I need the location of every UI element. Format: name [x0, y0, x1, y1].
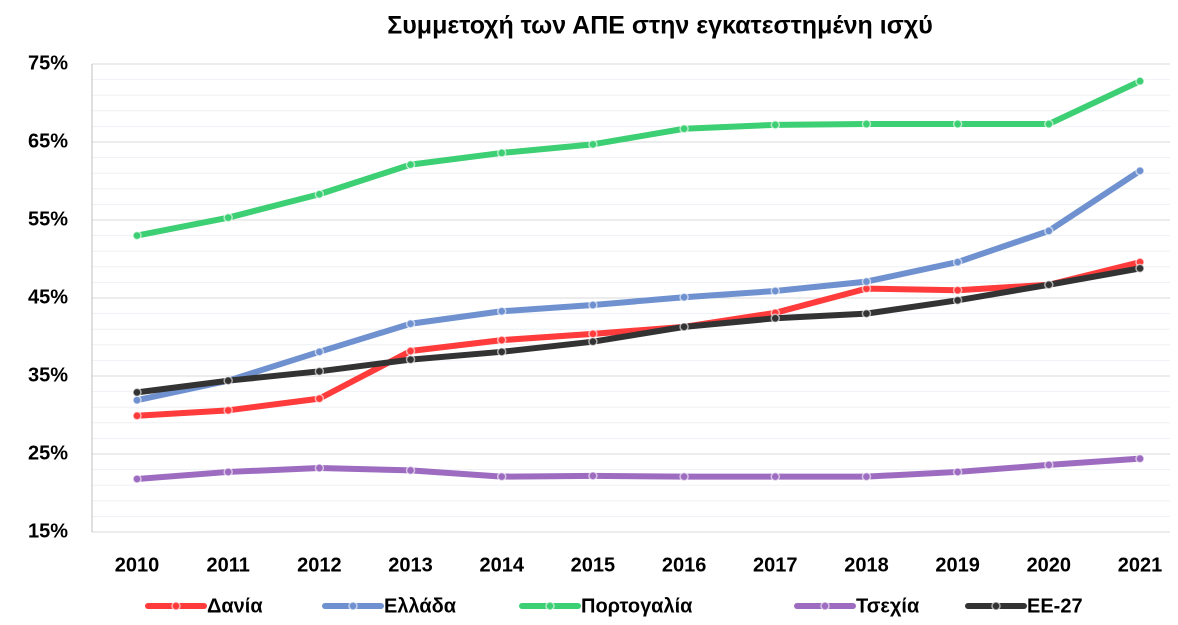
point-marker: [770, 313, 781, 324]
point-marker: [770, 286, 781, 296]
point-marker: [314, 347, 325, 357]
legend-label: Τσεχία: [856, 595, 920, 617]
series-line: [134, 167, 1143, 404]
point-marker: [861, 276, 872, 287]
y-tick-label: 35%: [28, 364, 68, 386]
point-marker: [1044, 279, 1054, 290]
legend-item: Δανία: [145, 595, 263, 617]
point-marker: [588, 300, 598, 310]
x-tick-label: 2012: [297, 554, 342, 576]
point-marker: [132, 395, 142, 405]
point-marker: [770, 471, 781, 482]
x-tick-label: 2011: [206, 554, 249, 576]
series-line: [134, 455, 1143, 482]
legend-marker: [820, 601, 830, 611]
y-tick-label: 55%: [28, 208, 68, 230]
series-line: [134, 259, 1143, 419]
point-marker: [679, 322, 689, 332]
point-marker: [861, 471, 872, 482]
point-marker: [132, 411, 142, 421]
legend-label: Δανία: [207, 595, 263, 617]
point-marker: [132, 387, 142, 398]
x-tick-label: 2010: [115, 554, 160, 576]
point-marker: [1044, 460, 1054, 470]
point-marker: [1044, 119, 1054, 129]
legend-marker: [171, 601, 181, 611]
x-tick-label: 2017: [753, 554, 798, 576]
legend-label: Ελλάδα: [384, 595, 457, 617]
point-marker: [952, 467, 963, 477]
point-marker: [1135, 76, 1145, 86]
legend-marker: [348, 601, 358, 611]
point-marker: [496, 471, 507, 482]
point-marker: [588, 336, 598, 347]
point-marker: [132, 474, 142, 484]
point-marker: [588, 329, 598, 339]
point-marker: [952, 295, 963, 306]
x-tick-label: 2018: [844, 554, 889, 576]
point-marker: [405, 346, 416, 356]
point-marker: [1135, 453, 1145, 464]
point-marker: [952, 119, 963, 129]
x-tick-label: 2014: [479, 554, 524, 576]
legend-item: Πορτογαλία: [519, 595, 693, 617]
point-marker: [405, 354, 416, 365]
point-marker: [1044, 226, 1054, 236]
point-marker: [861, 119, 872, 129]
x-tick-label: 2020: [1027, 554, 1072, 576]
point-marker: [588, 471, 598, 481]
legend-item: ΕΕ-27: [965, 595, 1083, 617]
point-marker: [132, 230, 142, 241]
x-tick-label: 2016: [662, 554, 707, 576]
point-marker: [405, 318, 416, 329]
point-marker: [770, 120, 781, 130]
y-tick-label: 45%: [28, 286, 68, 308]
point-marker: [1135, 166, 1145, 176]
legend-item: Τσεχία: [794, 595, 920, 617]
x-tick-label: 2019: [935, 554, 980, 576]
chart-title: Συμμετοχή των ΑΠΕ στην εγκατεστημένη ισχ…: [387, 12, 933, 40]
legend-marker: [545, 601, 555, 611]
x-tick-label: 2015: [571, 554, 616, 576]
y-tick-label: 75%: [28, 52, 68, 74]
point-marker: [405, 465, 416, 476]
point-marker: [679, 471, 689, 482]
point-marker: [314, 189, 325, 200]
point-marker: [223, 405, 233, 416]
point-marker: [223, 212, 233, 223]
series-line: [134, 265, 1143, 396]
point-marker: [1135, 263, 1145, 274]
legend-item: Ελλάδα: [322, 595, 457, 617]
legend-label: ΕΕ-27: [1027, 595, 1083, 617]
point-marker: [496, 335, 507, 345]
point-marker: [496, 306, 507, 317]
y-tick-label: 65%: [28, 130, 68, 152]
x-tick-label: 2021: [1118, 554, 1163, 576]
point-marker: [314, 393, 325, 404]
point-marker: [496, 148, 507, 158]
point-marker: [679, 292, 689, 302]
point-marker: [588, 139, 598, 150]
legend-marker: [991, 601, 1001, 611]
point-marker: [861, 308, 872, 319]
x-tick-label: 2013: [388, 554, 433, 576]
point-marker: [223, 467, 233, 477]
point-marker: [314, 366, 325, 377]
legend-label: Πορτογαλία: [581, 595, 693, 617]
point-marker: [679, 123, 689, 134]
series-line: [134, 78, 1143, 239]
point-marker: [952, 257, 963, 267]
y-tick-label: 25%: [28, 442, 68, 464]
point-marker: [952, 285, 963, 295]
y-tick-label: 15%: [28, 520, 68, 542]
point-marker: [314, 463, 325, 473]
point-marker: [223, 375, 233, 386]
point-marker: [496, 347, 507, 357]
point-marker: [405, 159, 416, 170]
